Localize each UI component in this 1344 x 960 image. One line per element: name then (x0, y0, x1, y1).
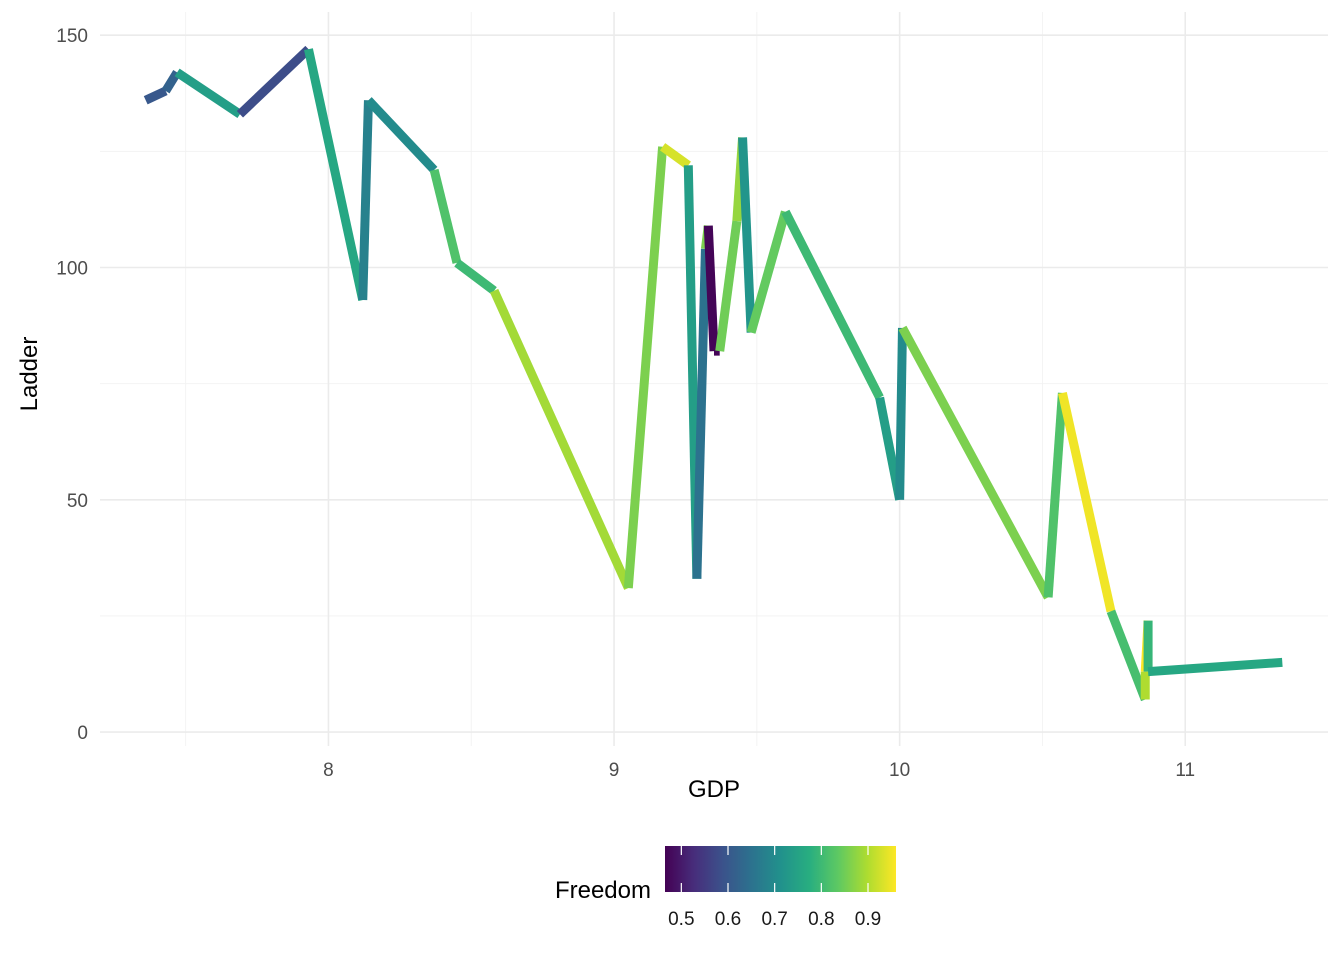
line-segment (454, 259, 497, 295)
y-tick-label: 100 (56, 259, 88, 280)
legend-tick-label: 0.8 (808, 909, 834, 930)
y-tick-label: 150 (56, 26, 88, 47)
y-axis-tick-labels: 0 50 100 150 (56, 26, 88, 744)
x-tick-label: 9 (609, 760, 620, 781)
legend-tick-label: 0.9 (855, 909, 881, 930)
legend-ticks: 0.5 0.6 0.7 0.8 0.9 (668, 846, 881, 930)
line-segment (1106, 609, 1150, 702)
x-axis-tick-labels: 8 9 10 11 (323, 760, 1195, 781)
legend-title: Freedom (555, 877, 651, 904)
color-legend: Freedom 0.5 0.6 0.7 0.8 0.9 (555, 846, 896, 930)
legend-colorbar (665, 846, 896, 892)
x-tick-label: 10 (889, 760, 910, 781)
y-tick-label: 50 (67, 491, 88, 512)
line-segment (143, 86, 168, 105)
line-segment (429, 168, 462, 264)
line-segment (703, 225, 719, 352)
line-segment (738, 137, 756, 333)
line-segment (358, 100, 373, 301)
line-segment (490, 288, 633, 590)
legend-tick-label: 0.7 (761, 909, 787, 930)
line-segment (623, 146, 668, 589)
line-segment (898, 325, 1053, 600)
y-tick-label: 0 (77, 723, 88, 744)
minor-gridlines (100, 12, 1328, 746)
line-segment (692, 248, 710, 579)
legend-tick-label: 0.5 (668, 909, 694, 930)
line-segment (746, 210, 790, 334)
x-tick-label: 11 (1175, 760, 1195, 781)
line-segment (365, 97, 438, 174)
line-segment (659, 143, 691, 169)
line-segment (895, 327, 907, 500)
line-segment (236, 45, 312, 118)
line-segment (174, 68, 243, 118)
x-axis-title: GDP (688, 776, 740, 803)
line-segment (1147, 657, 1283, 677)
x-tick-label: 8 (323, 760, 334, 781)
ladder-line-series (143, 45, 1283, 702)
y-axis-title: Ladder (16, 337, 43, 412)
line-segment (781, 209, 884, 400)
line-segment (1058, 391, 1116, 613)
line-segment (715, 220, 742, 352)
line-segment (304, 48, 368, 301)
line-segment (1043, 392, 1067, 598)
legend-tick-label: 0.6 (715, 909, 741, 930)
